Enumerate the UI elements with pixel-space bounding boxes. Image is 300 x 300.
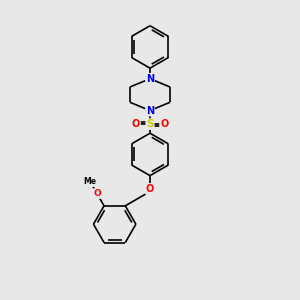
Text: O: O [160,119,168,129]
Text: O: O [146,184,154,194]
Text: S: S [146,119,154,129]
Text: N: N [146,74,154,84]
Text: O: O [132,119,140,129]
Text: O: O [93,189,101,198]
Text: N: N [146,106,154,116]
Text: Me: Me [84,177,97,186]
